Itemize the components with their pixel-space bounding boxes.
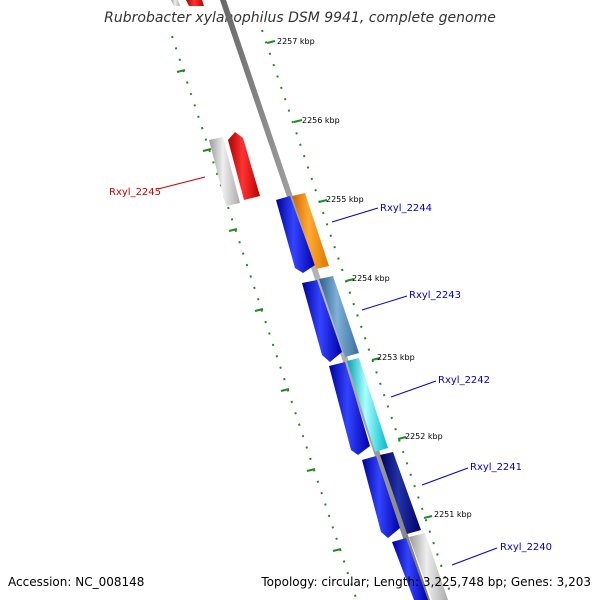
scale-tick-mark — [423, 515, 433, 519]
gene-leader-line — [451, 547, 498, 566]
cog-rxyl-2243 — [319, 276, 359, 357]
cds-rxyl-2245 — [228, 132, 260, 200]
gene-label-rxyl-2245[interactable]: Rxyl_2245 — [109, 187, 161, 198]
gene-label-rxyl-2243[interactable]: Rxyl_2243 — [409, 290, 461, 301]
scale-tick-label: 2257 kbp — [277, 37, 315, 46]
gene-leader-line — [390, 380, 437, 398]
scale-tick-label: 2255 kbp — [326, 195, 364, 204]
cog-rxyl-2244 — [292, 193, 329, 269]
map-title: Rubrobacter xylanophilus DSM 9941, compl… — [104, 10, 496, 26]
scale-tick-mark — [318, 199, 328, 203]
left-scale-dots — [171, 35, 357, 599]
gene-leader-line — [331, 207, 379, 223]
scale-tick-mark — [266, 40, 276, 44]
cog-rxyl-2242 — [347, 358, 388, 452]
cds-rxyl-2241 — [362, 456, 400, 538]
left-scale-tick — [176, 69, 186, 73]
left-scale-tick — [280, 388, 290, 392]
genome-backbone — [220, 0, 430, 600]
gene-label-group-rxyl-2241: Rxyl_2241 — [421, 462, 522, 486]
gene-label-group-rxyl-2242: Rxyl_2242 — [390, 375, 490, 398]
scale-tick-label: 2251 kbp — [434, 510, 472, 519]
gene-label-rxyl-2241[interactable]: Rxyl_2241 — [470, 462, 522, 473]
cds-rxyl-2242 — [329, 362, 370, 455]
cds-rxyl-2243 — [302, 280, 342, 362]
gene-label-rxyl-2242[interactable]: Rxyl_2242 — [438, 375, 490, 386]
gene-label-rxyl-2240[interactable]: Rxyl_2240 — [500, 542, 552, 553]
gene-leader-line — [361, 295, 408, 311]
reverse-cds-fragment — [171, 0, 180, 6]
left-scale-tick — [332, 548, 342, 552]
reverse-cds-fragment — [186, 0, 204, 6]
cds-rxyl-2240 — [392, 538, 428, 600]
scale-tick-mark — [371, 357, 381, 361]
accession-label: Accession: NC_008148 — [8, 575, 144, 589]
scale-tick-label: 2252 kbp — [405, 432, 443, 441]
scale-tick-mark — [293, 119, 303, 123]
gene-leader-line — [421, 467, 469, 486]
left-scale-tick — [228, 228, 238, 232]
gene-track-rxyl-2245 — [209, 137, 240, 206]
gene-leader-line — [157, 176, 206, 190]
cog-rxyl-2240 — [409, 533, 448, 600]
genome-summary: Topology: circular; Length: 3,225,748 bp… — [260, 575, 591, 589]
cds-rxyl-2244 — [276, 196, 315, 273]
scale-tick-label: 2256 kbp — [302, 116, 340, 125]
right-scale-dots — [261, 29, 453, 599]
gene-label-group-rxyl-2245: Rxyl_2245 — [109, 176, 206, 198]
left-scale-tick — [254, 308, 264, 312]
left-scale-tick — [202, 148, 212, 152]
gene-label-group-rxyl-2243: Rxyl_2243 — [361, 290, 461, 311]
left-scale-tick — [306, 468, 316, 472]
scale-tick-label: 2253 kbp — [377, 353, 415, 362]
gene-label-group-rxyl-2240: Rxyl_2240 — [451, 542, 552, 566]
cog-rxyl-2241 — [380, 452, 421, 534]
left-scale-track — [171, 35, 357, 599]
right-scale-track: 2257 kbp 2256 kbp 2255 kbp 2254 kbp 2253… — [261, 29, 472, 599]
scale-tick-label: 2254 kbp — [352, 274, 390, 283]
gene-label-rxyl-2244[interactable]: Rxyl_2244 — [380, 203, 432, 214]
gene-label-group-rxyl-2244: Rxyl_2244 — [331, 203, 432, 223]
scale-tick-mark — [397, 436, 407, 440]
scale-tick-mark — [345, 278, 355, 282]
